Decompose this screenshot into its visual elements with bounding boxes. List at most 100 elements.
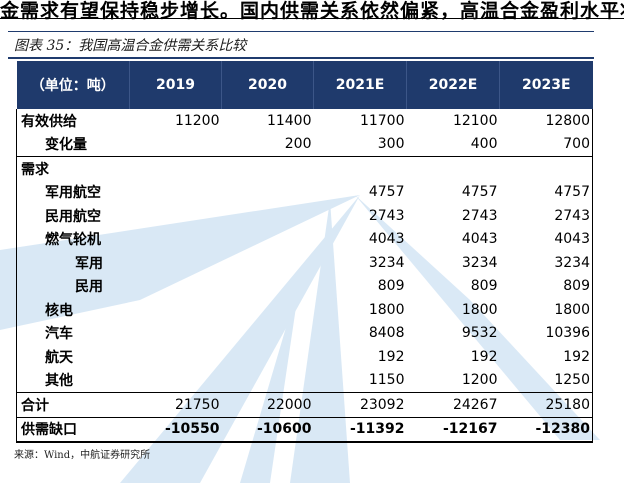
header-unit: （单位：吨） xyxy=(16,61,130,109)
cell-value xyxy=(130,181,222,205)
table-row: 变化量 200 300 400 700 xyxy=(17,133,593,157)
source-note: 来源：Wind，中航证券研究所 xyxy=(14,450,151,461)
cell-value: 400 xyxy=(470,136,498,153)
cell-value: 3234 xyxy=(461,254,498,271)
cell-value: 24267 xyxy=(406,392,500,417)
cell-value: 12100 xyxy=(452,112,498,129)
cell-value xyxy=(130,369,222,393)
cell-value: 21750 xyxy=(129,392,222,417)
row-label: 燃气轮机 xyxy=(45,232,101,249)
cell-value xyxy=(222,228,314,252)
cell-value xyxy=(222,275,314,299)
cell-value xyxy=(222,181,314,205)
cell-value: 809 xyxy=(377,278,405,295)
row-label: 军用 xyxy=(75,255,103,272)
cell-value: 4043 xyxy=(554,231,590,248)
row-label: 汽车 xyxy=(45,326,73,343)
cell-value: 23092 xyxy=(313,392,407,417)
table-row: 供需缺口 -10550 -10600 -11392 -12167 -12380 xyxy=(16,416,593,443)
cell-value xyxy=(130,228,222,252)
row-label: 合计 xyxy=(16,392,130,417)
cell-value xyxy=(499,156,593,181)
table-row: 需求 xyxy=(16,156,593,181)
cell-value xyxy=(130,298,222,322)
cell-value: 8408 xyxy=(368,325,405,342)
header-2019: 2019 xyxy=(129,61,222,109)
cell-value xyxy=(313,156,407,181)
cell-value: 4757 xyxy=(461,184,498,201)
cell-value xyxy=(130,275,222,299)
table-caption: 图表 35：我国高温合金供需关系比较 xyxy=(14,38,247,54)
cell-value: 25180 xyxy=(499,392,593,417)
row-label: 航天 xyxy=(45,349,73,366)
cell-value: 192 xyxy=(563,348,590,365)
cell-value: 9532 xyxy=(461,325,498,342)
row-label: 其他 xyxy=(45,373,73,390)
cell-value xyxy=(130,345,222,369)
supply-demand-table: （单位：吨） 2019 2020 2021E 2022E 2023E 有效供给 1… xyxy=(16,61,593,443)
row-label: 变化量 xyxy=(45,137,87,154)
cell-value: -10600 xyxy=(221,416,314,443)
cell-value: 11700 xyxy=(359,112,405,129)
cell-value: 200 xyxy=(284,136,312,153)
header-2021e: 2021E xyxy=(313,61,407,109)
row-label: 民用 xyxy=(75,279,103,296)
cell-value xyxy=(222,298,314,322)
cell-value: 1800 xyxy=(554,301,590,318)
cell-value: 809 xyxy=(470,278,498,295)
cell-value xyxy=(222,322,314,346)
table-row: 其他 1150 1200 1250 xyxy=(17,369,593,393)
cell-value: 4043 xyxy=(461,231,498,248)
cell-value: -10550 xyxy=(129,416,222,443)
cell-value: 10396 xyxy=(545,325,590,342)
cell-value xyxy=(130,322,222,346)
row-label: 民用航空 xyxy=(45,208,101,225)
cell-value xyxy=(130,251,222,275)
table-row: 民用 809 809 809 xyxy=(17,275,593,299)
cell-value xyxy=(129,156,222,181)
cell-value: 22000 xyxy=(221,392,314,417)
cell-value: 2743 xyxy=(461,207,498,224)
table-row: 燃气轮机 4043 4043 4043 xyxy=(17,228,593,252)
cell-value xyxy=(406,156,500,181)
row-label: 供需缺口 xyxy=(16,416,130,443)
cell-value: 1200 xyxy=(461,372,498,389)
table-row: 军用 3234 3234 3234 xyxy=(17,251,593,275)
cell-value: 4043 xyxy=(368,231,405,248)
header-2020: 2020 xyxy=(221,61,314,109)
cell-value: 192 xyxy=(377,348,405,365)
table-row: 汽车 8408 9532 10396 xyxy=(17,322,593,346)
caption-rule-top xyxy=(8,31,594,32)
cell-value: 11200 xyxy=(174,112,220,129)
cell-value: 3234 xyxy=(368,254,405,271)
cell-value: 4757 xyxy=(554,184,590,201)
cell-value: 3234 xyxy=(554,254,590,271)
caption-rule-bottom xyxy=(8,57,594,59)
table-row: 民用航空 2743 2743 2743 xyxy=(17,204,593,228)
cell-value: 192 xyxy=(470,348,498,365)
header-2023e: 2023E xyxy=(499,61,593,109)
cell-value: 1250 xyxy=(554,372,590,389)
cell-value xyxy=(222,345,314,369)
table-body: 有效供给 11200 11400 11700 12100 12800 变化量 200 300 40… xyxy=(16,109,593,443)
table-row: 核电 1800 1800 1800 xyxy=(17,298,593,322)
table-row: 有效供给 11200 11400 11700 12100 12800 xyxy=(17,109,593,133)
cell-value xyxy=(222,204,314,228)
header-2022e: 2022E xyxy=(406,61,500,109)
cell-value: 2743 xyxy=(554,207,590,224)
cell-value: 12800 xyxy=(545,112,590,129)
cell-value xyxy=(221,156,314,181)
page-text: 金需求有望保持稳步增长。国内供需关系依然偏紧，高温合金盈利水平将 xyxy=(0,0,624,22)
cell-value: -11392 xyxy=(313,416,407,443)
cell-value: 1150 xyxy=(368,372,405,389)
cell-value: 700 xyxy=(563,136,590,153)
cell-value: 809 xyxy=(563,278,590,295)
cell-value: 4757 xyxy=(368,184,405,201)
cell-value xyxy=(130,204,222,228)
table-row: 航天 192 192 192 xyxy=(17,345,593,369)
table-row: 军用航空 4757 4757 4757 xyxy=(17,181,593,205)
cell-value: 300 xyxy=(377,136,405,153)
cell-value: 1800 xyxy=(461,301,498,318)
cell-value xyxy=(222,251,314,275)
row-label: 军用航空 xyxy=(45,185,101,202)
